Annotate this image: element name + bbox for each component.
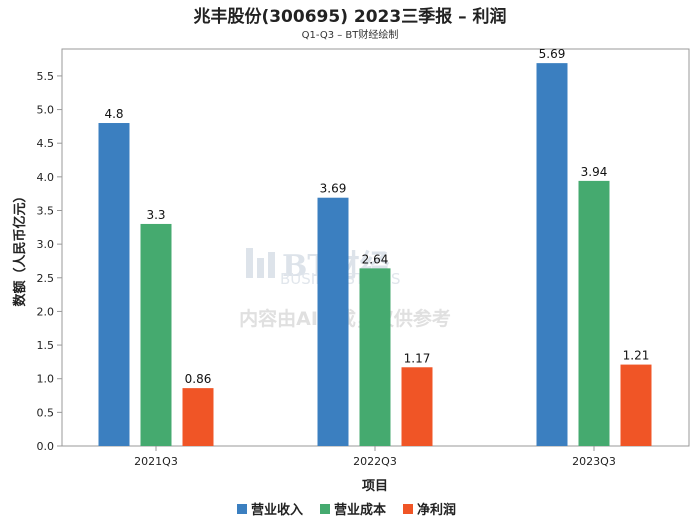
data-label: 1.21 xyxy=(623,349,650,363)
x-tick-label: 2022Q3 xyxy=(353,455,397,468)
data-label: 4.8 xyxy=(104,107,123,121)
bar xyxy=(620,364,652,446)
bar xyxy=(359,268,391,446)
data-label: 2.64 xyxy=(362,252,389,266)
y-tick-label: 4.0 xyxy=(37,171,55,184)
y-tick-label: 3.0 xyxy=(37,238,55,251)
legend-label: 营业成本 xyxy=(334,502,386,518)
bars xyxy=(98,63,652,447)
y-tick-label: 5.0 xyxy=(37,104,55,117)
x-axis-label: 项目 xyxy=(362,479,388,494)
watermark-logo-icon xyxy=(246,248,275,278)
bar xyxy=(140,223,172,446)
y-tick-label: 3.5 xyxy=(37,204,55,217)
y-tick-label: 2.0 xyxy=(37,305,55,318)
chart-title: 兆丰股份(300695) 2023三季报 – 利润 xyxy=(193,6,506,27)
y-tick-label: 5.5 xyxy=(37,70,55,83)
legend-swatch xyxy=(237,504,247,514)
x-tick-label: 2021Q3 xyxy=(134,455,178,468)
data-labels: 4.8 3.3 0.86 3.69 2.64 1.17 5.69 3.94 1.21 xyxy=(104,47,649,386)
data-label: 5.69 xyxy=(539,47,566,61)
bar xyxy=(578,180,610,446)
y-axis-label: 数额（人民币亿元） xyxy=(12,189,28,306)
y-tick-label: 1.0 xyxy=(37,373,55,386)
data-label: 1.17 xyxy=(404,351,431,365)
bar xyxy=(98,123,130,446)
data-label: 0.86 xyxy=(185,372,212,386)
data-label: 3.3 xyxy=(146,208,165,222)
bar xyxy=(536,63,568,447)
data-label: 3.69 xyxy=(320,182,347,196)
y-tick-label: 4.5 xyxy=(37,137,55,150)
legend-label: 净利润 xyxy=(417,502,456,518)
bar xyxy=(401,367,433,446)
y-axis: 0.0 0.5 1.0 1.5 2.0 2.5 3.0 3.5 4.0 4.5 5.0 5.5 xyxy=(37,70,62,453)
data-label: 3.94 xyxy=(581,165,608,179)
bar xyxy=(182,388,214,446)
y-tick-label: 2.5 xyxy=(37,272,55,285)
bar xyxy=(317,197,349,446)
x-tick-label: 2023Q3 xyxy=(572,455,616,468)
y-tick-label: 1.5 xyxy=(37,339,55,352)
legend: 营业收入 营业成本 净利润 xyxy=(237,502,456,518)
chart-subtitle: Q1-Q3 – BT财经绘制 xyxy=(302,28,399,41)
legend-label: 营业收入 xyxy=(251,502,303,518)
legend-swatch xyxy=(320,504,330,514)
y-tick-label: 0.5 xyxy=(37,406,55,419)
x-axis: 2021Q3 2022Q3 2023Q3 xyxy=(134,446,616,468)
y-tick-label: 0.0 xyxy=(37,440,55,453)
legend-swatch xyxy=(403,504,413,514)
